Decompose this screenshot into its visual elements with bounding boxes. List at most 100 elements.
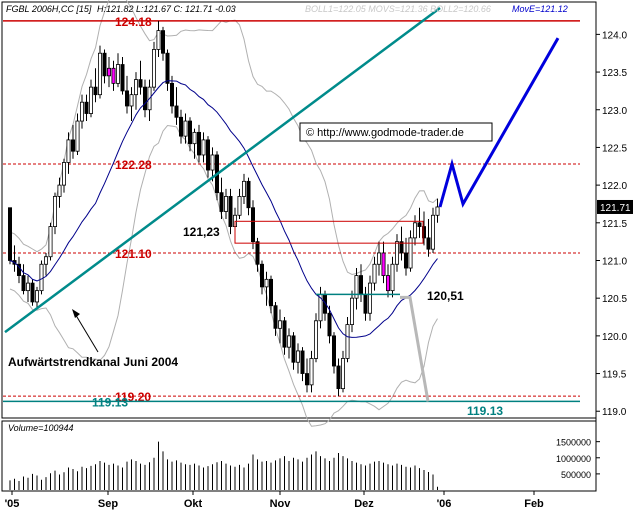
candle-body	[25, 282, 30, 292]
trend-arrow-shaft	[73, 311, 99, 353]
volume-bars-layer	[9, 441, 438, 490]
header-bollinger: BOLL1=122.05 MOVS=121.36 BOLL2=120.66	[305, 4, 491, 14]
candle-body	[376, 252, 381, 265]
candle-body	[381, 252, 386, 276]
price-tick-label: 119.0	[602, 407, 627, 418]
candle-body	[304, 373, 309, 386]
candle-body	[259, 263, 264, 288]
label-120-51: 120,51	[427, 289, 464, 303]
bollinger-upper	[9, 0, 438, 276]
price-tick-label: 120.0	[602, 332, 627, 343]
candle-body	[71, 139, 76, 152]
time-tick-label: Dez	[354, 498, 374, 510]
candle-body	[192, 131, 197, 145]
level-label-121-10: 121.10	[115, 247, 152, 261]
time-tick-label: Feb	[524, 498, 544, 510]
candle-body	[48, 226, 53, 258]
candle-body	[178, 116, 183, 137]
candle-body	[340, 358, 345, 390]
candle-body	[133, 79, 138, 96]
candle-body	[385, 275, 390, 292]
candle-body	[394, 241, 399, 265]
candle-body	[336, 365, 341, 390]
header-move: MovE=121.12	[512, 4, 568, 14]
candle-body	[295, 350, 300, 363]
label-target-119-13: 119.13	[467, 404, 503, 418]
candle-body	[286, 335, 291, 348]
moving-average-line	[9, 80, 438, 338]
candle-body	[116, 64, 121, 84]
candle-body	[237, 196, 242, 216]
last-price-label: 121.71	[600, 203, 631, 214]
candle-body	[57, 184, 62, 197]
candle-body	[435, 206, 440, 216]
candle-body	[107, 67, 112, 77]
label-121-23: 121,23	[183, 225, 220, 239]
price-tick-label: 121.5	[602, 219, 627, 230]
candle-body	[309, 358, 314, 386]
candle-body	[183, 120, 188, 137]
level-label-119-20: 119.20	[115, 390, 151, 404]
candle-body	[205, 139, 210, 171]
candle-body	[345, 324, 350, 359]
candle-body	[313, 320, 318, 359]
candle-body	[30, 282, 35, 303]
candle-body	[16, 263, 21, 276]
candle-body	[358, 275, 363, 295]
candle-body	[426, 237, 431, 250]
candle-body	[273, 305, 278, 329]
candle-body	[39, 263, 44, 292]
candle-body	[111, 67, 116, 84]
candle-body	[268, 278, 273, 307]
candle-body	[138, 79, 143, 88]
bearish-projection	[400, 295, 430, 402]
candle-body	[363, 294, 368, 314]
overlays-layer	[4, 6, 560, 402]
candle-body	[255, 241, 260, 265]
time-tick-label: '06	[437, 498, 452, 510]
candle-body	[169, 82, 174, 107]
candle-body	[120, 64, 125, 92]
candle-body	[417, 222, 422, 227]
level-label-119-13: 119.13	[92, 395, 128, 409]
label-trend-channel: Aufwärtstrendkanal Juni 2004	[8, 355, 178, 369]
price-tick-label: 123.5	[602, 68, 627, 79]
time-tick-label: Sep	[98, 498, 118, 510]
candle-body	[129, 94, 134, 107]
candle-body	[102, 52, 107, 77]
price-tick-label: 121.0	[602, 256, 627, 267]
candle-body	[412, 222, 417, 239]
candle-body	[84, 101, 89, 114]
candle-body	[151, 49, 156, 88]
candle-body	[196, 131, 201, 156]
copyright-text: © http://www.godmode-trader.de	[306, 127, 464, 139]
volume-tick-label: 1500000	[556, 438, 591, 448]
candle-body	[66, 139, 71, 163]
time-tick-label: Nov	[270, 498, 292, 510]
candle-body	[354, 275, 359, 299]
candle-body	[282, 320, 287, 348]
price-tick-label: 122.5	[602, 143, 627, 154]
candle-body	[187, 120, 192, 145]
resistance-box	[234, 220, 424, 244]
candle-body	[421, 226, 426, 239]
candle-body	[223, 196, 228, 212]
candle-body	[219, 192, 224, 212]
candle-body	[367, 282, 372, 314]
candle-body	[35, 290, 40, 303]
candle-body	[399, 241, 404, 254]
price-tick-label: 124.0	[602, 30, 627, 41]
candle-body	[408, 237, 413, 269]
candle-body	[372, 263, 377, 284]
candle-body	[160, 30, 165, 54]
candle-body	[75, 120, 80, 152]
candle-body	[98, 52, 103, 96]
price-tick-label: 122.0	[602, 181, 627, 192]
candle-body	[156, 30, 161, 50]
candle-body	[165, 52, 170, 84]
candle-body	[174, 105, 179, 118]
axes-layer: 121.71 124.0 123.5 123.0 122.5 122.0 121.5 121.…	[5, 30, 633, 510]
copyright-box: © http://www.godmode-trader.de	[299, 122, 493, 142]
